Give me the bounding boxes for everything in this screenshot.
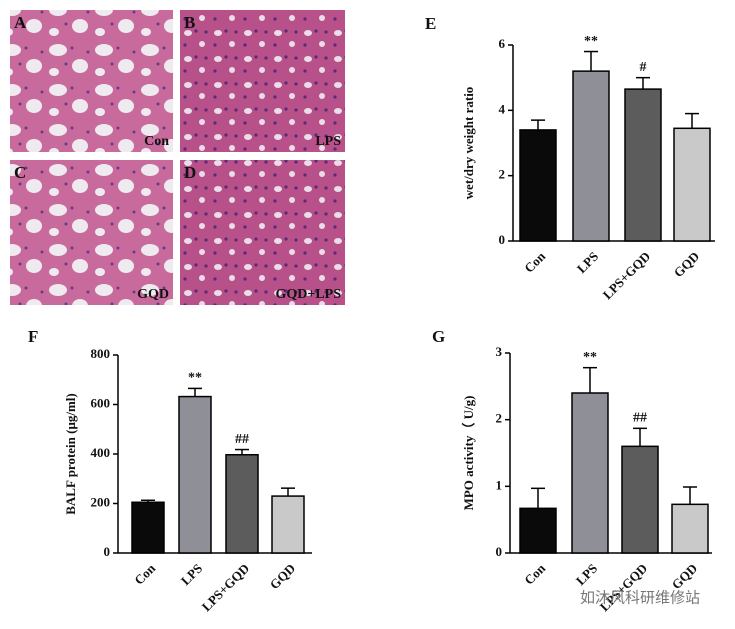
y-tick-label: 0 [499, 232, 506, 247]
bar [519, 129, 557, 242]
bar [621, 445, 659, 554]
x-tick-label: LPS [573, 561, 600, 588]
panel-label: GQD+LPS [275, 287, 341, 302]
y-tick-label: 800 [91, 346, 111, 361]
x-tick-label: GQD [669, 561, 701, 593]
x-tick-label: LPS [178, 561, 205, 588]
x-tick-label: Con [131, 560, 158, 587]
y-tick-label: 600 [91, 395, 111, 410]
x-tick-label: LPS+GQD [600, 249, 654, 303]
bar [225, 453, 259, 554]
x-tick-label: GQD [267, 561, 299, 593]
histology-image [10, 160, 173, 305]
x-tick-label: LPS+GQD [199, 561, 253, 615]
bar [571, 392, 609, 554]
y-tick-label: 0 [104, 544, 111, 559]
x-tick-label: LPS [574, 249, 601, 276]
significance-label: ** [583, 350, 597, 365]
panel-letter: A [14, 13, 27, 32]
significance-label: ** [584, 34, 598, 49]
significance-label: ** [188, 371, 202, 386]
bar [624, 88, 662, 242]
histology-image [10, 10, 173, 152]
bar [671, 503, 709, 554]
bar [572, 70, 610, 242]
y-tick-label: 2 [499, 167, 506, 182]
x-tick-label: Con [521, 248, 548, 275]
watermark: 如沐风科研维修站 [580, 589, 700, 607]
bar [178, 395, 212, 554]
panel-letter: E [425, 14, 436, 33]
y-axis-label: BALF protein (μg/ml) [63, 393, 78, 514]
panel-letter: D [184, 163, 196, 182]
panel-letter: B [184, 13, 195, 32]
x-tick-label: Con [521, 560, 548, 587]
y-tick-label: 1 [496, 477, 503, 492]
significance-label: # [640, 60, 647, 75]
bar [519, 507, 557, 554]
panel-letter: C [14, 163, 26, 182]
y-tick-label: 3 [496, 344, 503, 359]
bar [131, 501, 165, 554]
y-axis-label: MPO activity（ U/g) [461, 396, 476, 511]
panel-letter: F [28, 327, 38, 346]
bar [271, 495, 305, 554]
histology-image [180, 160, 345, 305]
significance-label: ## [235, 432, 249, 447]
significance-label: ## [633, 411, 647, 426]
y-tick-label: 400 [91, 445, 111, 460]
panel-label: Con [144, 134, 169, 149]
y-tick-label: 6 [499, 36, 506, 51]
panel-label: GQD [137, 287, 169, 302]
bar [673, 127, 711, 242]
panel-label: LPS [315, 134, 341, 149]
histology-image [180, 10, 345, 152]
y-tick-label: 4 [499, 101, 506, 116]
y-tick-label: 2 [496, 411, 503, 426]
y-tick-label: 200 [91, 494, 111, 509]
x-tick-label: GQD [671, 249, 703, 281]
panel-letter: G [432, 327, 445, 346]
y-tick-label: 0 [496, 544, 503, 559]
y-axis-label: wet/dry weight ratio [461, 87, 476, 200]
